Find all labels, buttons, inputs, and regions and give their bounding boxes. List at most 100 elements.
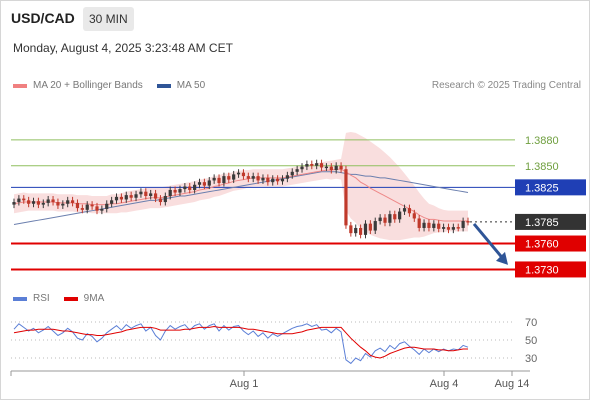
legend-label-ma50: MA 50	[176, 80, 206, 91]
candle-body	[12, 202, 16, 205]
candle-body	[280, 178, 285, 182]
level-label-1.3850: 1.3850	[525, 161, 559, 173]
candle-body	[290, 171, 294, 176]
level-label-1.3785: 1.3785	[525, 217, 559, 229]
candle-body	[276, 178, 280, 182]
candle-body	[85, 204, 89, 210]
candle-body	[163, 195, 167, 203]
ma20-line	[13, 168, 468, 222]
candle-body	[129, 195, 133, 198]
rsi-legend: RSI 9MA	[13, 293, 118, 304]
candle-body	[310, 164, 314, 166]
legend-label-ma9: 9MA	[83, 293, 105, 304]
candle-body	[417, 218, 421, 228]
level-tags: 1.3880 1.3850 1.3825 1.3785 1.3760 1.3730	[515, 135, 586, 278]
rsi-tick-70: 70	[525, 317, 537, 329]
candle-body	[17, 198, 21, 203]
rsi-ma9-line	[13, 325, 468, 359]
candle-body	[359, 227, 363, 235]
candle-body	[75, 202, 80, 209]
candle-body	[124, 195, 128, 200]
candle-body	[232, 174, 236, 180]
candle-body	[295, 169, 299, 172]
candle-body	[95, 206, 99, 211]
candle-body	[266, 177, 270, 183]
forecast-arrow-head	[496, 251, 508, 265]
candle-body	[241, 172, 246, 177]
candle-body	[466, 221, 470, 223]
level-label-1.3825: 1.3825	[525, 182, 559, 194]
candle-body	[158, 198, 163, 203]
candle-body	[144, 191, 148, 196]
candle-body	[227, 176, 231, 180]
candle-body	[114, 196, 119, 201]
candle-body	[197, 182, 202, 185]
candle-body	[80, 208, 84, 210]
candle-body	[31, 201, 36, 204]
candle-body	[134, 194, 138, 198]
candle-body	[305, 164, 309, 167]
time-axis: Aug 1 Aug 4 Aug 14	[10, 370, 530, 390]
legend-label-rsi: RSI	[33, 293, 50, 304]
candle-body	[437, 223, 441, 229]
candle-body	[202, 182, 206, 186]
candle-body	[315, 163, 319, 166]
candle-body	[319, 163, 324, 168]
candle-body	[432, 223, 436, 228]
candle-body	[207, 180, 211, 186]
legend-label-ma20: MA 20 + Bollinger Bands	[33, 80, 143, 91]
rsi-tick-50: 50	[525, 335, 537, 347]
candle-body	[22, 198, 26, 201]
candle-body	[261, 177, 265, 181]
candle-body	[378, 217, 382, 222]
candle-body	[383, 217, 387, 223]
legend-item-rsi: RSI	[13, 293, 50, 304]
candle-body	[422, 222, 426, 228]
legend-item-ma20: MA 20 + Bollinger Bands	[13, 80, 143, 91]
candle-body	[178, 189, 182, 193]
level-label-1.3880: 1.3880	[525, 135, 559, 147]
candle-body	[363, 223, 368, 235]
candle-body	[398, 211, 402, 220]
time-tick-label-2: Aug 14	[495, 378, 530, 390]
candle-body	[110, 200, 114, 204]
candle-body	[100, 208, 104, 211]
candle-body	[412, 213, 416, 219]
candle-body	[300, 166, 304, 170]
candle-body	[70, 200, 75, 203]
forecast-arrow-shaft	[472, 222, 506, 261]
timeframe-tab[interactable]: 30 MIN	[83, 7, 134, 31]
legend-swatch-ma50	[156, 83, 171, 88]
candle-body	[354, 227, 358, 234]
candle-body	[251, 176, 255, 179]
candle-body	[90, 204, 94, 207]
candle-body	[334, 165, 338, 171]
candle-body	[46, 199, 50, 203]
ma50-line	[13, 171, 469, 226]
chart-header: USD/CAD 30 MIN	[0, 0, 590, 36]
level-label-1.3760: 1.3760	[525, 239, 559, 251]
rsi-panel: 70 50 30	[11, 317, 537, 365]
credit-text: Research © 2025 Trading Central	[431, 80, 581, 91]
candle-body	[173, 189, 177, 193]
candle-body	[427, 222, 431, 228]
candle-body	[168, 189, 172, 196]
candle-body	[407, 208, 412, 214]
candle-body	[388, 214, 392, 223]
level-tag-bg-1.3825	[515, 179, 586, 196]
level-tag-bg-1.3730	[515, 261, 586, 278]
candle-body	[441, 227, 446, 229]
candle-body	[139, 191, 143, 195]
price-levels	[11, 139, 515, 271]
candle-body	[373, 221, 377, 231]
main-legend: MA 20 + Bollinger Bands MA 50	[13, 80, 219, 91]
candle-body	[183, 186, 187, 190]
price-candles	[12, 159, 470, 239]
candle-body	[41, 202, 45, 205]
candle-body	[212, 177, 216, 181]
candle-body	[149, 193, 153, 196]
candle-body	[56, 202, 60, 206]
candle-body	[256, 176, 260, 181]
candle-body	[66, 200, 70, 204]
